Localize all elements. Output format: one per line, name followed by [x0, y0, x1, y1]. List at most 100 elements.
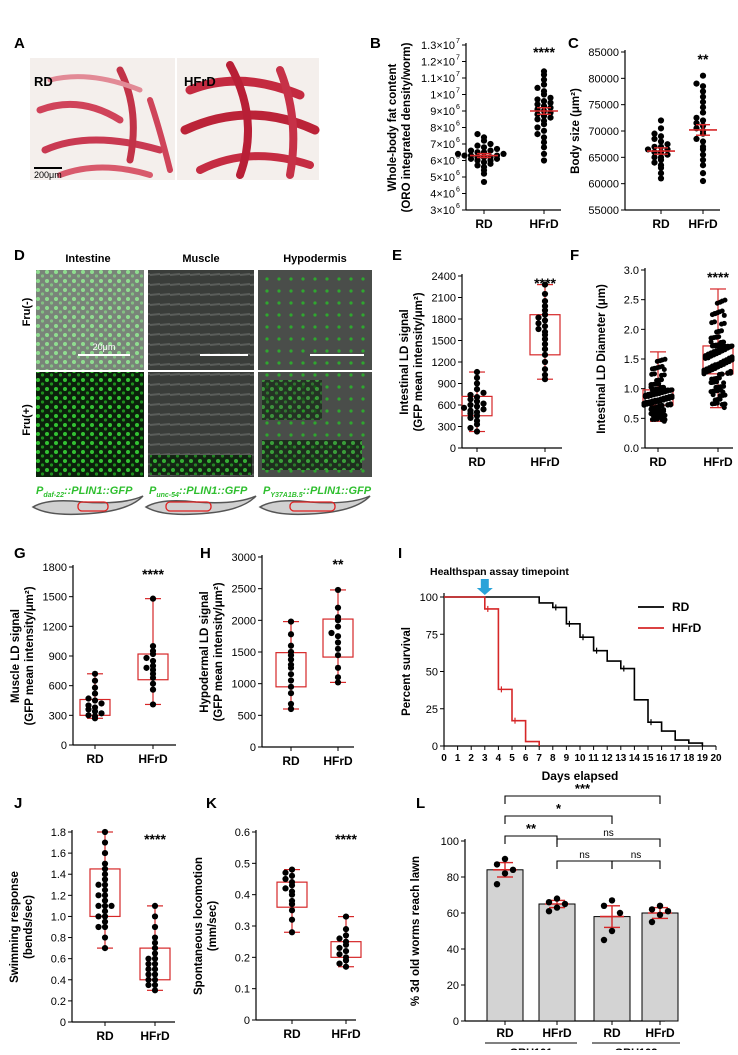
data-point [721, 312, 727, 318]
y-tick-label: 2000 [232, 615, 256, 627]
category-label: HFrD [688, 217, 718, 231]
data-point [480, 159, 488, 166]
y-tick-label: 60000 [588, 179, 619, 191]
significance-label: ** [333, 556, 344, 572]
data-point [722, 343, 728, 349]
y-tick-label: 2100 [432, 293, 456, 305]
data-point [662, 356, 668, 362]
panel-letter-a: A [14, 35, 25, 52]
x-tick-label: 13 [615, 753, 627, 764]
data-point [709, 363, 715, 369]
x-tick-label: 17 [670, 753, 682, 764]
worm-schematic-2 [258, 495, 371, 516]
data-point [336, 935, 343, 942]
comparison-bracket [556, 860, 613, 869]
x-tick-label: 10 [574, 753, 586, 764]
data-point [535, 325, 542, 333]
data-point [282, 869, 289, 876]
significance-label: **** [707, 269, 729, 285]
data-point [467, 414, 474, 421]
data-point [467, 396, 474, 403]
data-point [541, 297, 549, 305]
micrograph-label-hfrd: HFrD [184, 74, 216, 89]
data-point [657, 175, 665, 182]
data-point [699, 170, 707, 177]
category-label: HFrD [323, 754, 353, 768]
y-axis-label: (GFP mean intensity/μm²) [413, 292, 425, 431]
data-point [151, 966, 159, 973]
y-tick-label: 1.0 [624, 384, 639, 396]
data-point [658, 410, 664, 416]
data-point [721, 358, 727, 364]
comparison-bracket [556, 838, 661, 847]
data-point [85, 712, 92, 719]
data-point [288, 872, 296, 879]
survival-curve-rd [444, 596, 704, 746]
comparison-bracket [611, 860, 661, 869]
x-tick-label: 12 [602, 753, 614, 764]
data-point [668, 401, 674, 407]
y-tick-label: 1.1×10 [421, 73, 455, 85]
data-point [534, 131, 541, 138]
panel-letter-f: F [570, 247, 579, 264]
y-axis-label: (ORO integrated density/worm) [401, 42, 413, 212]
panel-letter-b: B [370, 35, 381, 52]
category-label: RD [468, 455, 486, 469]
data-point [287, 700, 295, 708]
data-point [541, 328, 549, 335]
survival-curve-hfrd [444, 596, 540, 746]
y-tick-label: 900 [49, 651, 67, 663]
data-point [149, 657, 157, 665]
data-point [651, 135, 658, 142]
comparison-label: ** [526, 821, 537, 836]
data-point [473, 403, 481, 410]
data-point [98, 710, 105, 717]
y-axis-label: (bends/sec) [23, 895, 35, 959]
data-point [287, 705, 295, 713]
y-axis-label: (GFP mean intensity/μm²) [213, 582, 225, 721]
y-tick-label: 80 [447, 872, 459, 884]
chart-panel-c: 55000 60000 65000 70000 75000 80000 85000 Body … [570, 47, 720, 231]
data-point [145, 981, 152, 989]
data-point [547, 114, 554, 121]
panel-letter-c: C [568, 35, 579, 52]
data-point [85, 695, 92, 702]
category-label: RD [603, 1026, 621, 1040]
data-point [474, 131, 481, 138]
chart-panel-g: 0 300 600 900 1200 1500 1800 Muscle LD signal (G… [10, 562, 176, 766]
data-point [657, 138, 665, 145]
data-point [149, 647, 157, 655]
data-point [540, 134, 548, 141]
x-tick-label: 14 [629, 753, 641, 764]
panel-letter-l: L [416, 795, 425, 812]
comparison-bracket [504, 815, 613, 824]
data-point [600, 902, 608, 909]
data-point [721, 405, 727, 411]
data-point [534, 124, 541, 131]
data-point [493, 861, 501, 868]
data-point [540, 139, 548, 146]
data-point [708, 339, 714, 345]
data-point [509, 866, 517, 873]
data-point [282, 885, 289, 892]
data-point [101, 876, 109, 883]
data-point [328, 629, 335, 637]
y-tick-label: 600 [438, 400, 456, 412]
data-point [500, 150, 507, 157]
col-header-intestine: Intestine [65, 253, 110, 265]
data-point [91, 697, 99, 704]
data-point [101, 839, 109, 846]
y-tick-label: 5×10 [430, 172, 455, 184]
data-point [540, 144, 548, 151]
y-tick-label: 40 [447, 944, 459, 956]
y-tick-label: 0.3 [235, 921, 250, 933]
data-point [101, 934, 109, 941]
data-point [467, 424, 474, 432]
y-tick-label: 0 [60, 1017, 66, 1029]
data-point [729, 343, 735, 349]
data-point [728, 368, 734, 374]
data-point [101, 897, 109, 904]
data-point [91, 704, 99, 711]
data-point [342, 926, 350, 933]
